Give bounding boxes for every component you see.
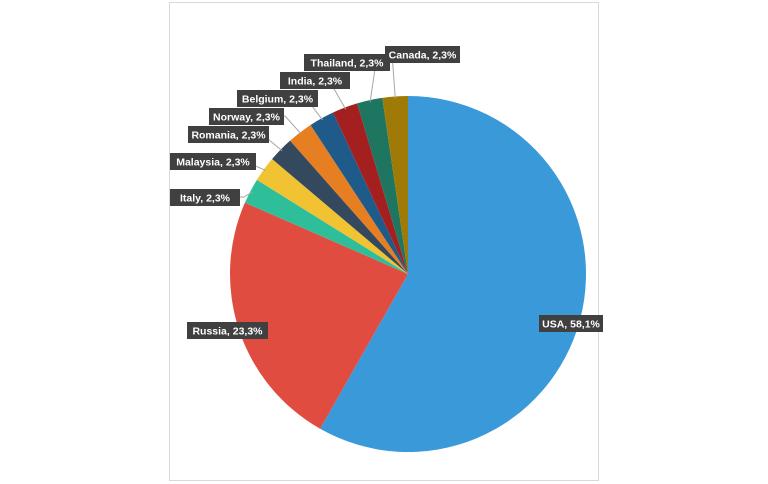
pie-slice-russia [229, 202, 408, 429]
pie-slice-india [333, 103, 408, 274]
data-label-usa: USA, 58,1% [542, 319, 600, 331]
data-label-belgium: Belgium, 2,3% [242, 94, 314, 106]
data-label-box-thailand [304, 54, 390, 71]
pie-slice-canada [382, 95, 408, 274]
data-label-box-italy [170, 189, 240, 206]
data-label-india: India, 2,3% [288, 76, 343, 88]
data-label-box-india [280, 72, 350, 89]
pie-slice-usa [320, 96, 586, 452]
data-label-box-canada [385, 46, 460, 63]
pie-slice-italy [244, 179, 408, 274]
pie-slice-thailand [357, 97, 408, 274]
leader-line-norway [284, 115, 302, 135]
data-label-malaysia: Malaysia, 2,3% [176, 157, 250, 169]
data-label-italy: Italy, 2,3% [180, 193, 231, 205]
data-label-box-malaysia [170, 153, 256, 170]
pie-slice-norway [290, 125, 408, 274]
data-label-canada: Canada, 2,3% [389, 50, 457, 62]
data-label-russia: Russia, 23,3% [192, 326, 263, 338]
pie-slice-belgium [310, 112, 408, 274]
data-label-thailand: Thailand, 2,3% [311, 58, 385, 70]
data-label-norway: Norway, 2,3% [213, 112, 281, 124]
pie-slice-romania [272, 140, 408, 274]
pie-slice-malaysia [256, 159, 408, 274]
leader-line-italy [240, 191, 253, 198]
data-label-box-usa [539, 315, 603, 332]
data-label-romania: Romania, 2,3% [191, 130, 266, 142]
data-label-box-romania [188, 126, 269, 143]
data-label-box-norway [209, 108, 284, 125]
data-label-box-russia [187, 322, 268, 339]
data-label-box-belgium [237, 90, 318, 107]
